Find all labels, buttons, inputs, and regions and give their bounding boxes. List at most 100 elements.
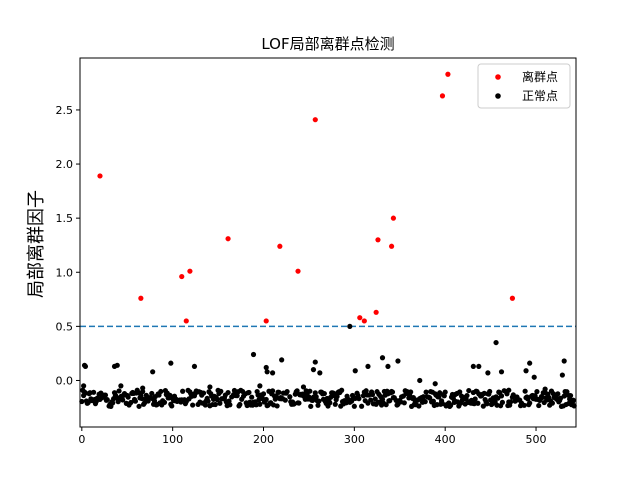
data-point [493,339,499,346]
y-tick-label: 1.5 [56,212,74,225]
data-point [150,369,156,375]
data-point [257,383,263,389]
data-point [559,372,565,378]
data-point [408,389,414,395]
data-point [277,243,283,249]
data-point [114,362,120,368]
y-tick-label: 2.0 [56,158,74,171]
data-point [521,402,527,408]
data-point [212,401,218,408]
data-point [484,401,490,407]
data-point [321,390,327,397]
data-point [269,388,276,394]
data-point [315,402,321,408]
data-point [327,400,333,406]
data-point [527,360,533,366]
data-point [310,367,317,373]
data-point [570,397,576,403]
data-point [225,236,231,242]
data-point [295,268,301,274]
data-point [357,315,363,321]
data-point [375,237,381,243]
data-point [132,398,139,404]
y-tick-label: 1.0 [56,266,74,279]
data-point [522,388,528,394]
data-point [567,393,574,399]
y-axis-label: 局部离群因子 [26,190,47,298]
x-tick-label: 400 [435,433,456,446]
data-point [352,368,358,374]
data-point [202,402,208,408]
data-point [269,370,276,376]
data-point [187,268,193,274]
data-point [250,351,257,358]
data-point [316,398,322,404]
data-point [128,399,134,406]
data-point [317,370,323,376]
data-point [368,397,374,403]
data-point [373,309,379,315]
data-point [287,394,293,400]
y-tick-label: 0.5 [56,320,74,333]
data-point [138,295,144,301]
data-point [442,389,448,395]
x-tick-label: 100 [162,433,183,446]
data-point [263,364,269,371]
data-point [571,403,577,409]
data-point [300,384,307,390]
data-point [191,363,198,370]
data-point [308,403,314,409]
data-point [485,370,491,376]
data-point [158,388,164,395]
data-point [523,368,529,374]
data-point [417,377,423,384]
x-tick-label: 300 [344,433,365,446]
data-point [149,390,155,397]
data-point [410,394,416,401]
data-point [401,400,407,406]
data-point [82,363,89,370]
legend-label: 正常点 [522,89,558,103]
data-point [356,396,362,402]
data-point [79,398,85,405]
data-point [390,215,397,221]
data-point [430,398,436,404]
data-point [307,388,313,394]
data-point [422,399,428,405]
data-point [347,323,353,329]
data-point [509,295,516,301]
legend-box [477,63,571,109]
data-point [312,359,318,365]
data-point [487,388,493,395]
x-tick-label: 0 [78,433,85,446]
data-point [423,389,429,395]
data-point [339,387,345,393]
data-point [536,402,542,409]
data-point [312,390,318,396]
data-point [365,363,371,370]
legend-marker [495,93,501,99]
data-point [81,383,87,389]
data-point [180,388,186,394]
data-point [205,398,211,404]
data-point [448,402,454,408]
data-point [276,389,282,395]
plot-frame [79,57,577,428]
data-point [257,401,263,407]
data-point [294,388,300,394]
data-point [120,397,126,403]
data-point [470,363,476,370]
data-point [351,403,357,409]
data-point [116,388,122,394]
data-point [549,400,555,406]
data-point [264,369,270,375]
legend-label: 离群点 [522,69,558,84]
data-point [140,385,146,391]
data-point [387,398,393,404]
data-point [369,391,376,398]
data-point [475,400,481,406]
data-point [296,400,302,406]
data-point [527,400,533,406]
data-point [110,400,116,406]
